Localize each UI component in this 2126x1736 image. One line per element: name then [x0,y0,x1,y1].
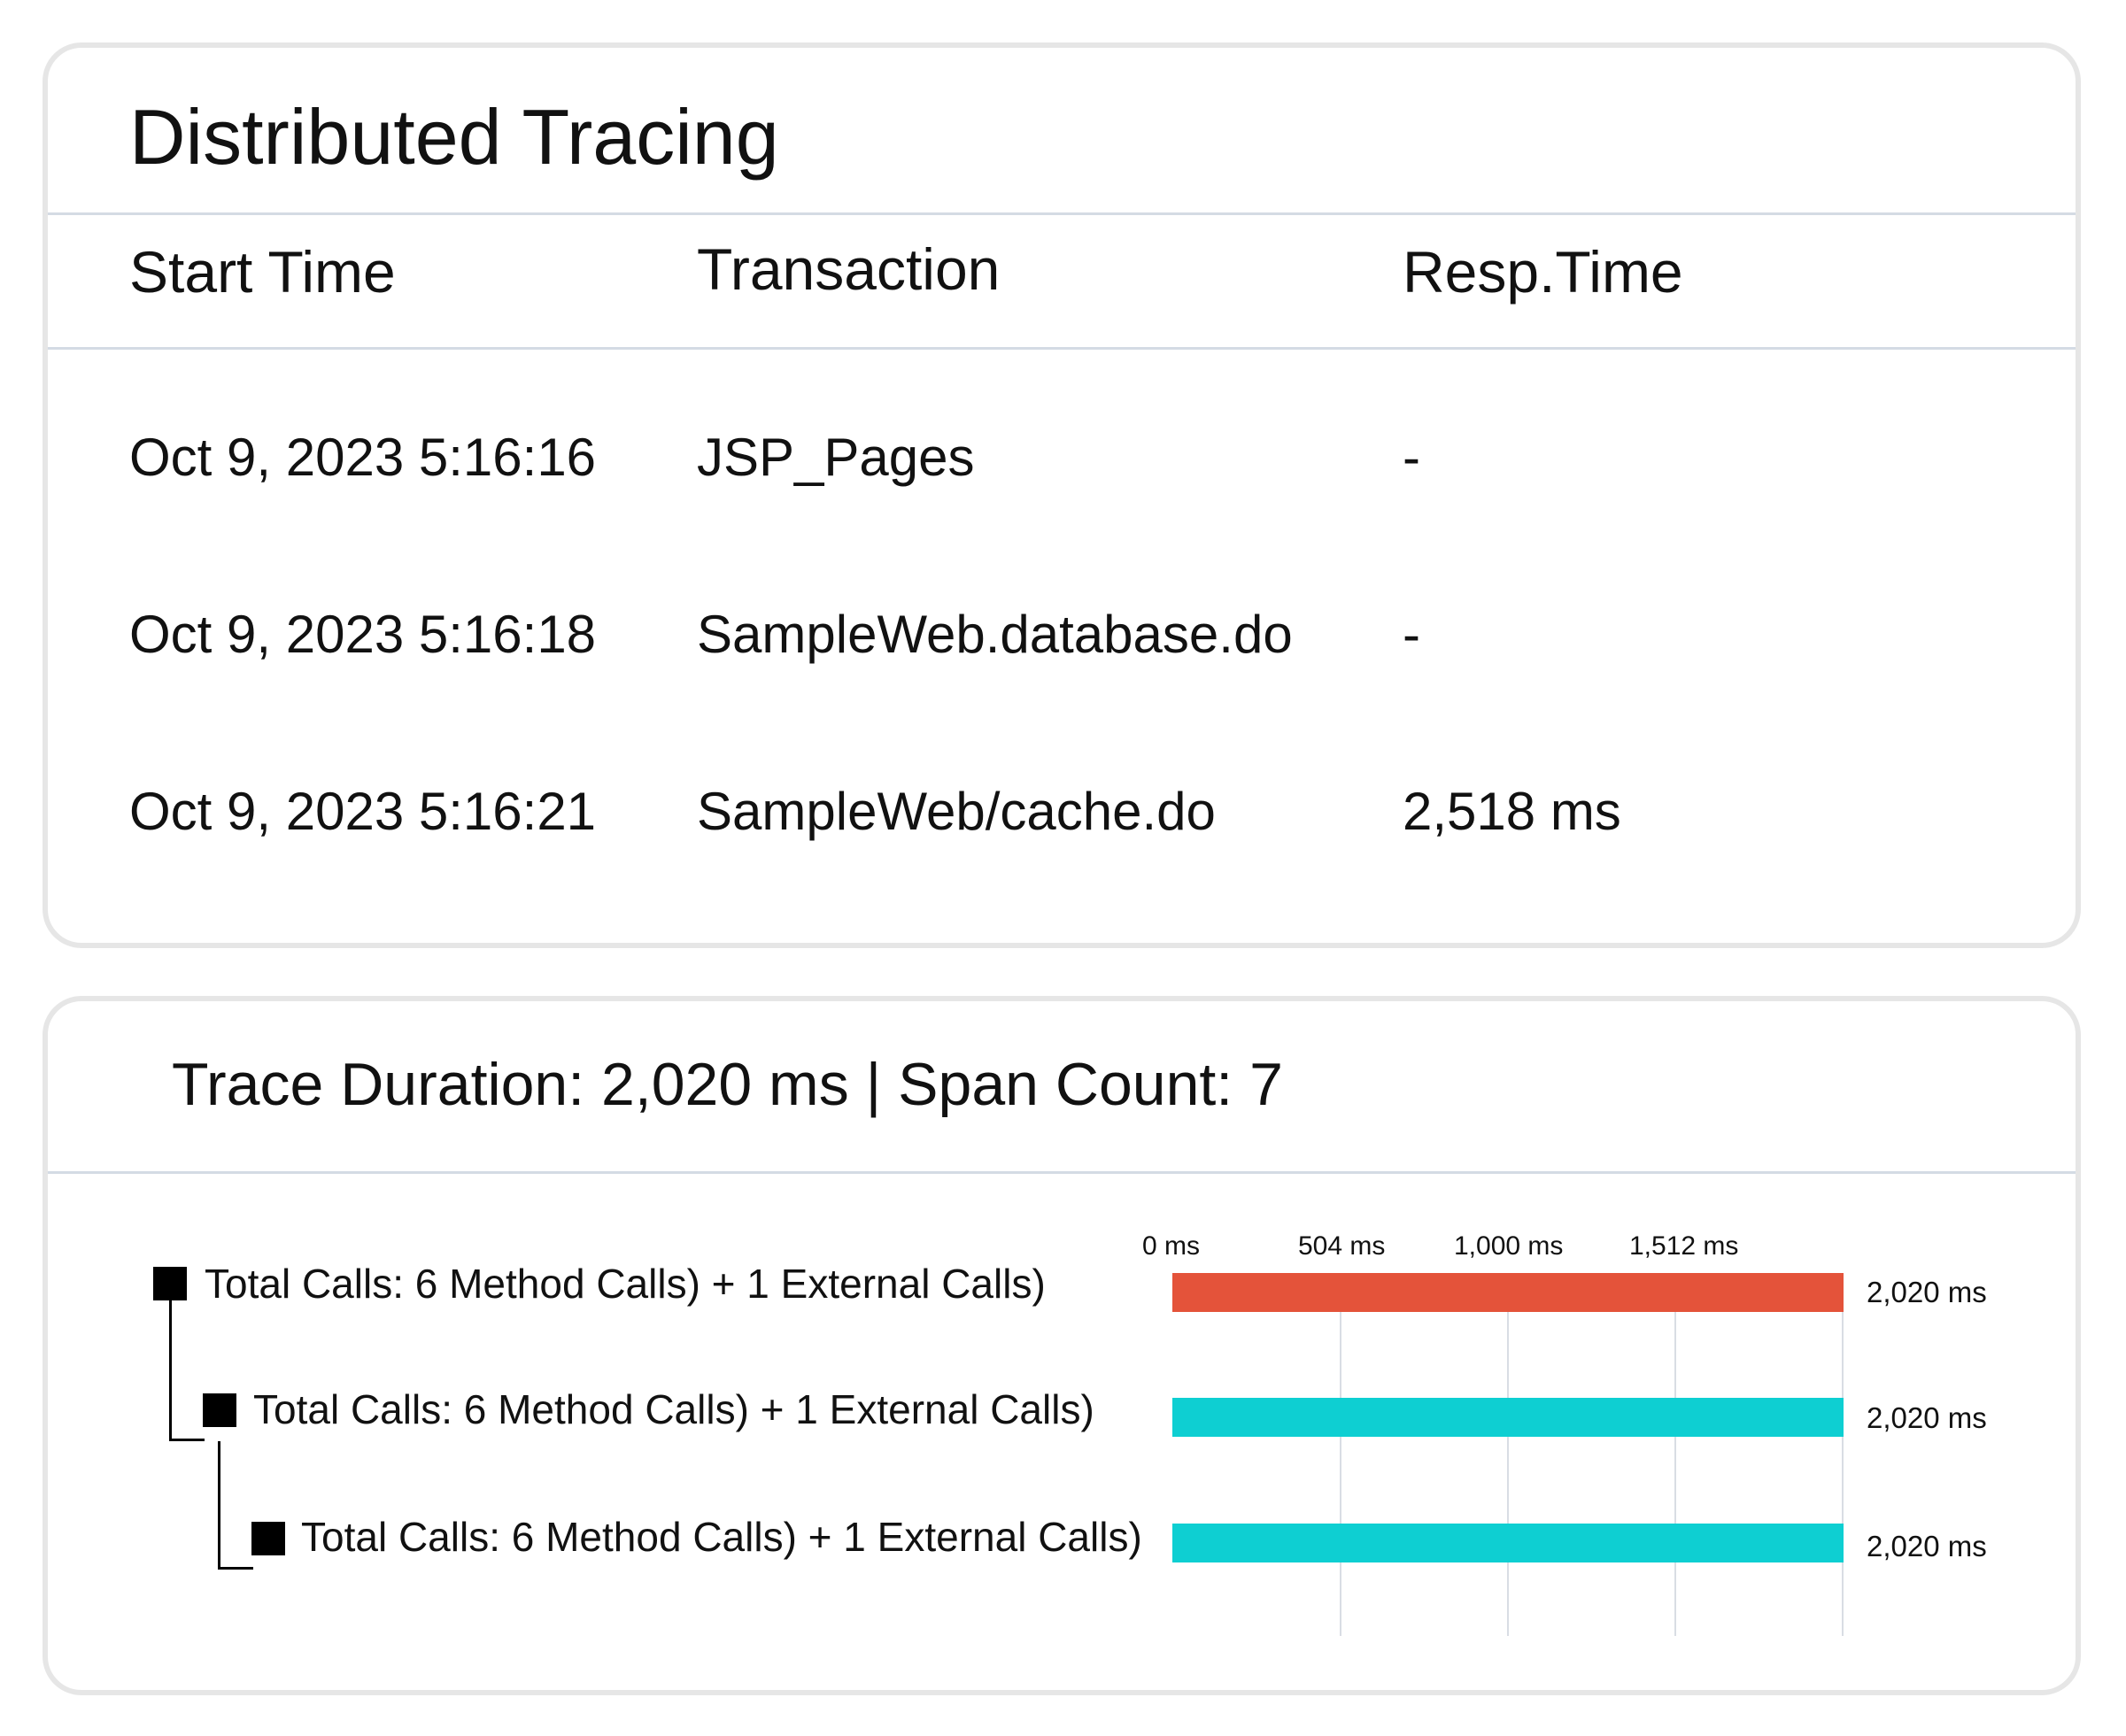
span-duration: 2,020 ms [1867,1530,1987,1562]
column-header-transaction[interactable]: Transaction [697,236,1001,302]
trace-summary-title: Trace Duration: 2,020 ms | Span Count: 7 [172,1051,1283,1118]
span-node-icon[interactable] [203,1393,236,1427]
span-node-icon[interactable] [153,1267,187,1300]
table-row-transaction-link[interactable]: SampleWeb/cache.do [697,782,1216,841]
span-duration: 2,020 ms [1867,1276,1987,1308]
page-title: Distributed Tracing [129,93,779,181]
column-header-resp-time[interactable]: Resp.Time [1403,239,1683,305]
span-label[interactable]: Total Calls: 6 Method Calls) + 1 Externa… [301,1514,1142,1560]
axis-tick-label: 1,512 ms [1629,1231,1739,1261]
table-row-start-time: Oct 9, 2023 5:16:21 [129,782,597,841]
tree-connector [169,1300,172,1441]
span-label[interactable]: Total Calls: 6 Method Calls) + 1 Externa… [205,1261,1046,1307]
table-row-start-time: Oct 9, 2023 5:16:16 [129,428,597,487]
table-row-resp-time: 2,518 ms [1403,782,1621,841]
table-row-resp-time: - [1403,605,1420,664]
table-row-resp-time: - [1403,428,1420,487]
span-bar[interactable] [1172,1273,1844,1312]
axis-tick-label: 0 ms [1142,1231,1201,1261]
title-divider [48,212,2076,215]
timeline-gridline [1340,1308,1341,1636]
distributed-tracing-card: Distributed Tracing Start Time Transacti… [43,42,2081,948]
span-bar[interactable] [1172,1398,1844,1437]
timeline-gridline [1674,1308,1676,1636]
timeline-gridline [1842,1308,1844,1636]
column-header-start-time[interactable]: Start Time [129,239,396,305]
tree-connector [218,1567,253,1570]
axis-tick-label: 1,000 ms [1454,1231,1564,1261]
span-label[interactable]: Total Calls: 6 Method Calls) + 1 Externa… [253,1386,1094,1432]
timeline-gridline [1507,1308,1509,1636]
tree-connector [169,1439,205,1441]
tree-connector [218,1441,220,1570]
table-row-transaction-link[interactable]: JSP_Pages [697,428,975,487]
trace-title-divider [48,1171,2076,1174]
header-divider [48,347,2076,350]
table-row-transaction-link[interactable]: SampleWeb.database.do [697,605,1293,664]
trace-details-card: Trace Duration: 2,020 ms | Span Count: 7… [43,996,2081,1695]
span-node-icon[interactable] [251,1522,285,1555]
axis-tick-label: 504 ms [1298,1231,1386,1261]
span-duration: 2,020 ms [1867,1401,1987,1434]
span-bar[interactable] [1172,1524,1844,1562]
table-row-start-time: Oct 9, 2023 5:16:18 [129,605,597,664]
